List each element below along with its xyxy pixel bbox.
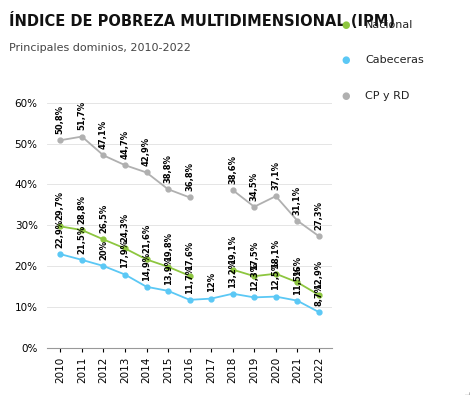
Text: ●: ● (341, 91, 350, 101)
Text: 27,3%: 27,3% (314, 201, 323, 230)
Text: 51,7%: 51,7% (77, 102, 86, 130)
Text: 42,9%: 42,9% (142, 137, 151, 166)
Text: 17,5%: 17,5% (250, 241, 259, 270)
Text: 14,9%: 14,9% (142, 252, 151, 281)
Text: 21,5%: 21,5% (77, 224, 86, 254)
Text: 19,8%: 19,8% (164, 231, 173, 261)
Text: 36,8%: 36,8% (185, 162, 194, 191)
Text: 18,1%: 18,1% (271, 239, 280, 267)
Text: 17,9%: 17,9% (120, 239, 129, 269)
Text: Nacional: Nacional (365, 20, 413, 30)
Text: 34,5%: 34,5% (250, 171, 259, 201)
Text: 16%: 16% (293, 256, 302, 276)
Text: 38,6%: 38,6% (228, 155, 237, 184)
Text: 12,9%: 12,9% (314, 260, 323, 289)
Text: 11,5%: 11,5% (293, 265, 302, 295)
Text: 26,5%: 26,5% (99, 204, 108, 233)
Text: 21,6%: 21,6% (142, 224, 151, 253)
Text: 22,9%: 22,9% (56, 219, 65, 248)
Text: ÍNDICE DE POBREZA MULTIDIMENSIONAL (IPM): ÍNDICE DE POBREZA MULTIDIMENSIONAL (IPM) (9, 12, 395, 29)
Text: 47,1%: 47,1% (99, 120, 108, 149)
Text: Cabeceras: Cabeceras (365, 55, 424, 65)
Text: 12,5%: 12,5% (271, 261, 280, 290)
Text: 20%: 20% (99, 240, 108, 260)
Text: 11,7%: 11,7% (185, 265, 194, 294)
Text: 19,1%: 19,1% (228, 234, 237, 263)
Text: 28,8%: 28,8% (77, 195, 86, 224)
Text: Principales dominios, 2010-2022: Principales dominios, 2010-2022 (9, 43, 191, 53)
Text: 13,2%: 13,2% (228, 258, 237, 288)
Text: 50,8%: 50,8% (56, 105, 65, 134)
Text: CP y RD: CP y RD (365, 91, 410, 101)
Text: 8,7%: 8,7% (314, 283, 323, 306)
Text: 29,7%: 29,7% (56, 191, 65, 220)
Text: ●: ● (341, 20, 350, 30)
Text: 31,1%: 31,1% (293, 185, 302, 214)
Text: 12%: 12% (207, 273, 216, 292)
Text: 13,9%: 13,9% (164, 256, 173, 285)
Text: 24,3%: 24,3% (120, 213, 129, 242)
Text: 37,1%: 37,1% (271, 161, 280, 190)
Text: 12,3%: 12,3% (250, 262, 259, 291)
Text: 17,6%: 17,6% (185, 241, 194, 270)
Text: ●: ● (341, 55, 350, 65)
Text: 38,8%: 38,8% (164, 154, 173, 183)
Text: 44,7%: 44,7% (120, 130, 129, 159)
Text: Fuente: Dane / Gráfico: LR-AL: Fuente: Dane / Gráfico: LR-AL (465, 391, 472, 395)
